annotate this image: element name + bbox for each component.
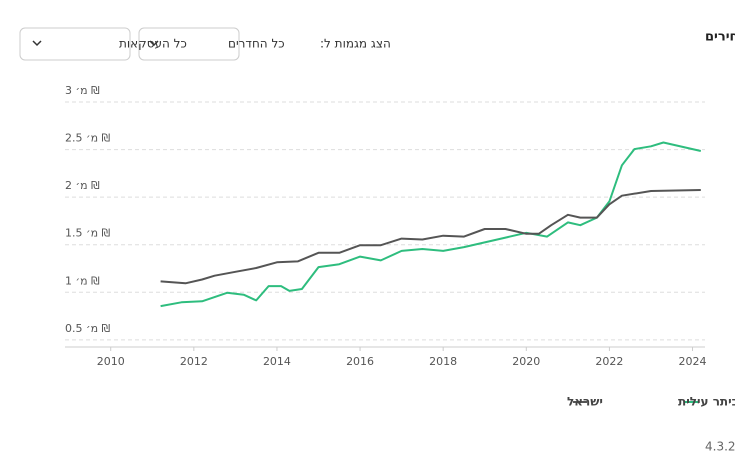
y-tick-label: 3 מ׳ ₪ [65,84,100,97]
filter-label: הצג מגמות ל: [320,37,391,51]
dropdown-box[interactable] [138,27,240,61]
legend-label[interactable]: ישראל [567,395,603,409]
y-tick-label: 0.5 מ׳ ₪ [65,322,111,335]
y-tick-label: 2.5 מ׳ ₪ [65,132,111,145]
last-updated: תאריך עדכון אחרון: 4.3.2024 [705,440,735,454]
dropdown-text[interactable]: כל החדרים [228,37,285,51]
dropdown-text[interactable]: כל העסקאות [119,37,187,51]
x-tick-label: 2020 [512,355,540,368]
x-tick-label: 2012 [180,355,208,368]
x-tick-label: 2024 [679,355,707,368]
series-line [160,141,702,308]
dropdown-box[interactable] [19,27,131,61]
x-tick-label: 2018 [429,355,457,368]
x-tick-label: 2016 [346,355,374,368]
dropdown-arrow[interactable] [149,40,159,47]
series-line [160,189,701,285]
rooms-dropdown[interactable]: כל החדרים [138,27,285,61]
x-tick-label: 2022 [595,355,623,368]
y-tick-label: 1 מ׳ ₪ [65,274,100,287]
deals-dropdown[interactable]: כל העסקאות [19,27,187,61]
dropdown-arrow[interactable] [32,40,42,47]
y-tick-label: 2 מ׳ ₪ [65,179,100,192]
x-tick-label: 2014 [263,355,291,368]
legend-label[interactable]: ביתר עילית [678,395,735,409]
x-tick-label: 2010 [97,355,125,368]
y-tick-label: 1.5 מ׳ ₪ [65,227,111,240]
widget-title: מגמות מחירים [705,30,735,45]
